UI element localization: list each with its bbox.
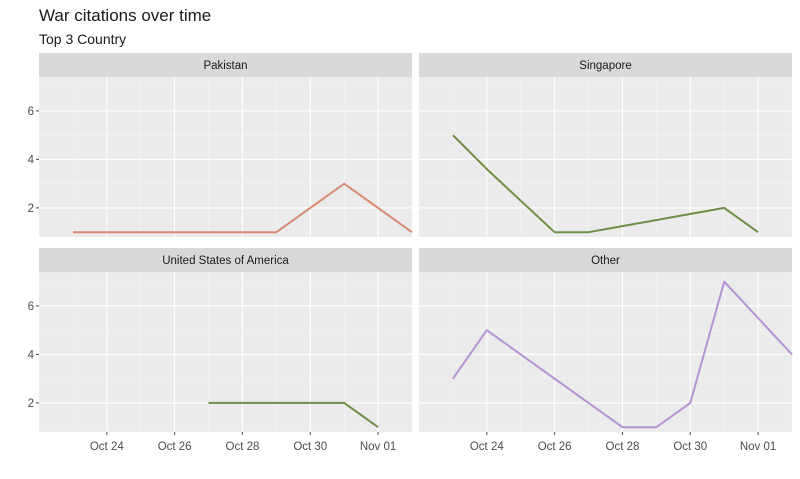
x-tick-label: Oct 30 [293, 441, 327, 453]
chart-title: War citations over time [39, 6, 212, 25]
facet-strip-label: Other [591, 255, 620, 267]
facet-panel: Singapore [418, 53, 793, 237]
x-tick-label: Oct 30 [673, 441, 707, 453]
panel-background [419, 77, 792, 237]
y-tick-label: 2 [28, 398, 34, 410]
facet-strip [419, 248, 792, 272]
series-line [72, 182, 413, 234]
x-tick-label: Oct 28 [606, 441, 640, 453]
series-line [452, 134, 759, 234]
y-tick-label: 2 [28, 203, 34, 215]
panel-background [419, 272, 792, 432]
facet-strip [39, 53, 412, 77]
y-tick-label: 6 [28, 301, 34, 313]
chart-subtitle: Top 3 Country [39, 31, 127, 47]
facet-strip-label: United States of America [162, 255, 289, 267]
series-line [452, 280, 793, 429]
panel-background [39, 77, 412, 237]
y-tick-label: 6 [28, 106, 34, 118]
facet-panel: Pakistan 2 4 6 [28, 53, 413, 237]
x-tick-label: Nov 01 [360, 441, 396, 453]
x-tick-label: Oct 26 [538, 441, 572, 453]
x-tick-label: Oct 24 [90, 441, 124, 453]
x-tick-label: Oct 26 [158, 441, 192, 453]
facet-strip [39, 248, 412, 272]
x-tick-label: Oct 24 [470, 441, 504, 453]
y-tick-label: 4 [28, 154, 35, 166]
series-line [208, 401, 379, 429]
facet-strip [419, 53, 792, 77]
facet-strip-label: Singapore [579, 60, 631, 72]
facet-strip-label: Pakistan [203, 60, 247, 72]
facet-panel: United States of America 2 4 6 Oct 24 Oct 26 O… [28, 248, 413, 453]
panel-background [39, 272, 412, 432]
y-tick-label: 4 [28, 349, 35, 361]
x-tick-label: Nov 01 [740, 441, 776, 453]
facet-panel: Other Oct 24 Oct 26 Oct 28 Oct 30 Nov 01 [418, 248, 793, 453]
x-tick-label: Oct 28 [226, 441, 260, 453]
